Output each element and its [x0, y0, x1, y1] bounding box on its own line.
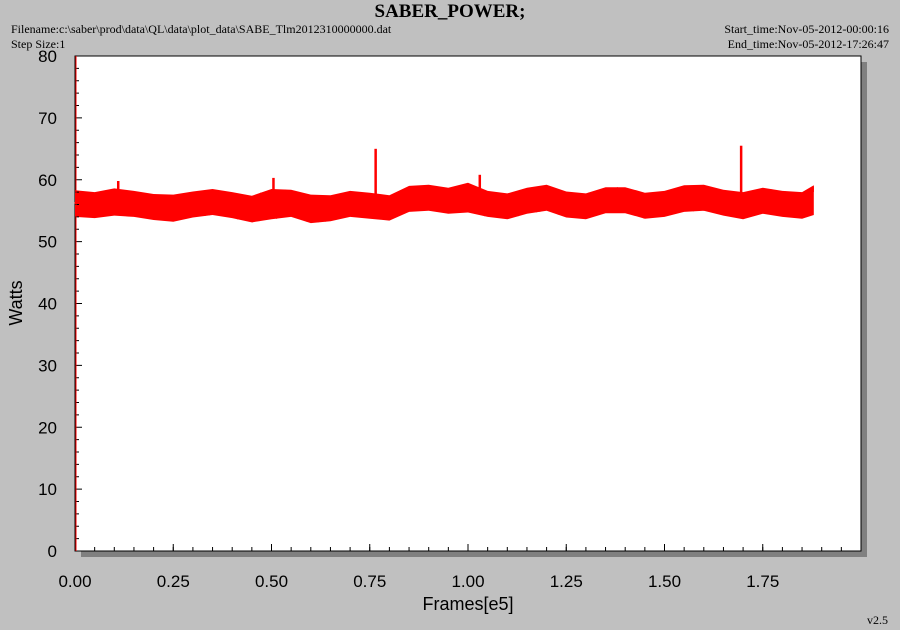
x-tick-label: 1.75 [746, 572, 779, 591]
y-tick-label: 40 [38, 295, 57, 314]
chart-title: SABER_POWER; [374, 1, 526, 22]
x-tick-label: 0.50 [255, 572, 288, 591]
x-tick-label: 1.25 [550, 572, 583, 591]
x-tick-label: 0.00 [58, 572, 91, 591]
x-tick-label: 1.00 [451, 572, 484, 591]
plot-area [74, 55, 862, 552]
file-info: Filename:c:\saber\prod\data\QL\data\plot… [11, 22, 391, 52]
y-tick-label: 10 [38, 480, 57, 499]
x-tick-label: 0.75 [353, 572, 386, 591]
y-tick-label: 70 [38, 109, 57, 128]
axis-layer: 0 10 20 30 40 50 60 70 80 0.00 0.25 0.50 0.75 1.00 1.2… [38, 47, 862, 591]
start-time-text: Start_time:Nov-05-2012-00:00:16 [724, 22, 889, 36]
y-tick-label: 60 [38, 171, 57, 190]
version-label: v2.5 [867, 613, 888, 627]
time-info: Start_time:Nov-05-2012-00:00:16 End_time… [724, 22, 889, 52]
x-axis-title: Frames[e5] [422, 594, 513, 614]
x-tick-label: 1.50 [648, 572, 681, 591]
filename-text: Filename:c:\saber\prod\data\QL\data\plot… [11, 22, 392, 36]
x-tick-label: 0.25 [157, 572, 190, 591]
y-tick-label: 30 [38, 356, 57, 375]
y-tick-label: 80 [38, 47, 57, 66]
y-tick-label: 20 [38, 418, 57, 437]
y-tick-label: 50 [38, 233, 57, 252]
step-size-text: Step Size:1 [11, 37, 66, 51]
y-tick-label: 0 [48, 542, 57, 561]
end-time-text: End_time:Nov-05-2012-17:26:47 [727, 37, 889, 51]
series-noise [74, 184, 814, 223]
y-axis-title: Watts [6, 280, 26, 325]
series-layer [74, 145, 814, 224]
